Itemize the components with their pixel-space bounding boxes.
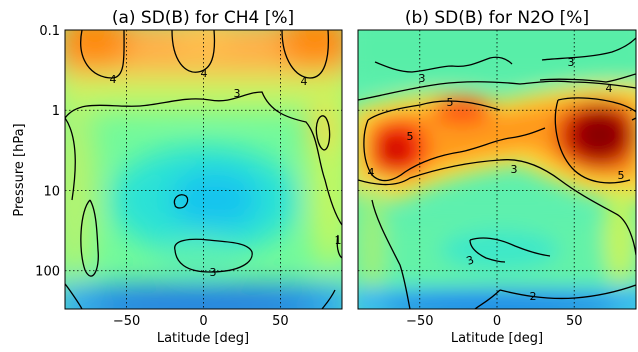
x-tick-label: −50 [406, 314, 433, 329]
contour-label: 4 [368, 166, 375, 179]
contour-label: 5 [447, 96, 454, 109]
panel-b-heatmap: 3 3 5 5 4 3 4 5 3 2 [358, 30, 636, 309]
panel-b-contours [358, 37, 636, 309]
panel-b: (b) SD(B) for N2O [%] [357, 8, 637, 346]
panel-b-grid [358, 30, 636, 309]
contour-label: 4 [201, 67, 208, 80]
y-tick-label: 10 [43, 184, 60, 199]
contour-label: 3 [419, 72, 426, 85]
contour-label: 3 [511, 163, 518, 176]
x-tick-label: 0 [493, 314, 501, 329]
panel-a-frame [64, 29, 343, 310]
panel-b-frame [357, 29, 637, 310]
x-tick-label: 50 [272, 314, 289, 329]
contour-label: 4 [301, 75, 308, 88]
contour-label: 2 [530, 290, 537, 303]
panel-b-title: (b) SD(B) for N2O [%] [405, 8, 589, 28]
panel-a-title: (a) SD(B) for CH4 [%] [112, 8, 294, 28]
panel-b-contour-labels: 3 3 5 5 4 3 4 5 3 2 [368, 56, 625, 303]
panel-a-contours [65, 30, 342, 309]
contour-label: 1 [335, 234, 342, 247]
contour-label: 4 [606, 82, 613, 95]
contour-label: 5 [407, 130, 414, 143]
y-tick-label: 1 [52, 104, 60, 119]
panel-a: (a) SD(B) for CH4 [%] [12, 8, 343, 346]
panel-a-xlabel: Latitude [deg] [157, 331, 249, 346]
y-tick-label: 0.1 [39, 24, 60, 39]
panel-b-xlabel: Latitude [deg] [451, 331, 543, 346]
x-tick-label: 50 [566, 314, 583, 329]
contour-label: 3 [234, 87, 241, 100]
panel-a-grid [65, 30, 342, 309]
contour-label: 3 [568, 56, 575, 69]
contour-label: 4 [110, 73, 117, 86]
panel-a-contour-labels: 4 4 4 3 3 1 [110, 67, 342, 279]
x-tick-label: 0 [199, 314, 207, 329]
contour-label: 5 [618, 169, 625, 182]
panel-b-ticks: −50 0 50 [406, 314, 582, 329]
y-tick-label: 100 [35, 265, 60, 280]
contour-label: 3 [465, 253, 476, 268]
panel-a-ylabel: Pressure [hPa] [12, 123, 27, 216]
panel-a-ticks: −50 0 50 0.1 1 10 100 [35, 24, 289, 329]
x-tick-label: −50 [113, 314, 140, 329]
contour-label: 3 [210, 266, 217, 279]
panel-a-heatmap: 4 4 4 3 3 1 [65, 30, 342, 309]
